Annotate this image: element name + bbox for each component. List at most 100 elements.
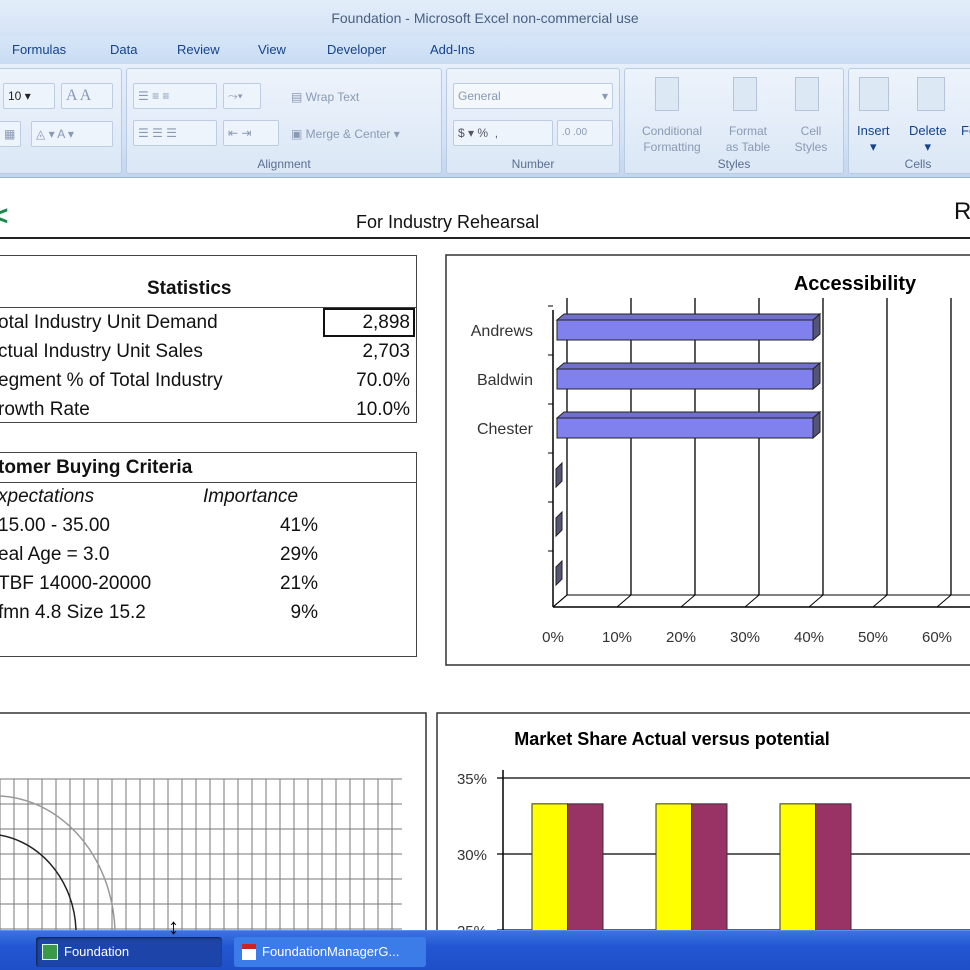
- x-tick-label: 50%: [858, 629, 888, 646]
- cells-group-label: Cells: [904, 157, 932, 171]
- cells-group: Insert▾ Delete▾ Fo Cells: [848, 68, 970, 174]
- criteria-value: 41%: [279, 515, 318, 536]
- market-share-bar: [779, 803, 816, 941]
- bar-chester: [556, 417, 814, 439]
- taskbar: Foundation FoundationManagerG...: [0, 930, 970, 970]
- currency-label: $: [458, 126, 465, 140]
- delete-button[interactable]: Delete ▾: [909, 123, 947, 154]
- stat-value[interactable]: 10.0%: [356, 399, 410, 420]
- bar-zero: [555, 510, 563, 538]
- number-group: General ▾ $ ▾ % , .0 .00 Number: [446, 68, 620, 174]
- bar-top: [555, 313, 822, 321]
- excel-icon: [42, 944, 58, 960]
- cs-line2: Styles: [794, 140, 828, 154]
- font-size-select[interactable]: 10 ▾: [3, 83, 55, 109]
- perceptual-map-frame[interactable]: [0, 712, 427, 970]
- statistics-title: Statistics: [147, 278, 232, 299]
- merge-center-button[interactable]: ▣ Merge & Center ▾: [291, 127, 400, 141]
- cf-line1: Conditional: [641, 124, 703, 138]
- styles-group: Conditional Formatting Format as Table Cel…: [624, 68, 844, 174]
- stat-value[interactable]: 70.0%: [356, 370, 410, 391]
- window-title: Foundation - Microsoft Excel non-commerc…: [331, 10, 639, 26]
- criteria-divider: [0, 482, 416, 483]
- header-rule: [0, 237, 970, 239]
- x-tick-label: 60%: [922, 629, 952, 646]
- criteria-box: [0, 452, 417, 657]
- criteria-label: TBF 14000-20000: [0, 573, 152, 594]
- tab-formulas[interactable]: Formulas: [12, 42, 67, 57]
- number-format-value: General: [458, 89, 501, 103]
- bar-zero: [555, 559, 563, 587]
- gridline-floor: [680, 594, 696, 608]
- insert-cells-icon: [859, 77, 889, 111]
- font-size-value: 10: [8, 89, 22, 103]
- stat-value[interactable]: 2,703: [362, 341, 410, 362]
- criteria-value: 9%: [290, 602, 318, 623]
- decimal-buttons[interactable]: .0 .00: [557, 120, 613, 146]
- category-label: Baldwin: [477, 372, 533, 389]
- market-share-bar: [567, 803, 604, 941]
- stat-value[interactable]: 2,898: [362, 312, 410, 333]
- resize-cursor-icon: ↕: [168, 914, 179, 939]
- market-share-chart-title: Market Share Actual versus potential: [514, 729, 829, 749]
- tab-view[interactable]: View: [258, 42, 286, 57]
- criteria-label: fmn 4.8 Size 15.2: [0, 602, 146, 623]
- tab-review[interactable]: Review: [177, 42, 220, 57]
- x-tick-label: 30%: [730, 629, 760, 646]
- statistics-divider: [0, 307, 416, 308]
- bar-top: [555, 362, 822, 370]
- grow-shrink-font-button[interactable]: A A: [61, 83, 113, 109]
- y-tick-label: 30%: [457, 847, 487, 864]
- taskbar-item-foundation-manager[interactable]: FoundationManagerG...: [234, 937, 426, 967]
- vertical-align-buttons[interactable]: ☰ ≡ ≡: [133, 83, 217, 109]
- title-bar: Foundation - Microsoft Excel non-commerc…: [0, 0, 970, 36]
- market-share-bar: [691, 803, 728, 941]
- horizontal-align-buttons[interactable]: ☰ ☰ ☰: [133, 120, 217, 146]
- percent-label: %: [477, 126, 489, 140]
- selected-cell[interactable]: [323, 308, 415, 337]
- y-tick-label: 35%: [457, 771, 487, 788]
- sheet-corner-letter: R: [954, 198, 970, 225]
- accessibility-chart-title: Accessibility: [794, 273, 917, 295]
- indent-buttons[interactable]: ⇤ ⇥: [223, 120, 279, 146]
- taskbar-item-foundation[interactable]: Foundation: [36, 937, 222, 967]
- bar-side: [812, 410, 821, 440]
- conditional-formatting-icon: [655, 77, 679, 111]
- format-button[interactable]: Fo: [961, 123, 970, 138]
- cs-line1: Cell: [800, 124, 822, 138]
- criteria-label: 15.00 - 35.00: [0, 515, 110, 536]
- stat-label: ctual Industry Unit Sales: [0, 341, 203, 362]
- tab-developer[interactable]: Developer: [327, 42, 387, 57]
- ribbon: 10 ▾ A A ▦ ◬ ▾ A ▾ ☰ ≡ ≡ ⤳▾ ☰ ☰ ☰ ⇤ ⇥ ▤ …: [0, 64, 970, 178]
- pdf-icon: [242, 944, 256, 960]
- borders-button[interactable]: ▦: [0, 121, 21, 147]
- wrap-text-button[interactable]: ▤ Wrap Text: [291, 90, 360, 104]
- number-group-label: Number: [511, 157, 555, 171]
- bar-andrews: [556, 319, 814, 341]
- worksheet[interactable]: < For Industry Rehearsal R Statistics ot…: [0, 178, 970, 930]
- wrap-text-label: Wrap Text: [305, 90, 360, 104]
- criteria-value: 21%: [279, 573, 318, 594]
- insert-button[interactable]: Insert ▾: [857, 123, 890, 154]
- format-as-table-button[interactable]: Format as Table: [715, 123, 781, 155]
- category-label: Chester: [477, 421, 534, 438]
- format-as-table-icon: [733, 77, 757, 111]
- styles-group-label: Styles: [717, 157, 751, 171]
- accounting-percent-comma-buttons[interactable]: $ ▾ % ,: [453, 120, 553, 146]
- tab-add-ins[interactable]: Add-Ins: [430, 42, 475, 57]
- tab-data[interactable]: Data: [110, 42, 138, 57]
- bar-zero: [555, 461, 563, 489]
- cell-styles-button[interactable]: Cell Styles: [781, 123, 841, 155]
- fill-font-color-button[interactable]: ◬ ▾ A ▾: [31, 121, 113, 147]
- criteria-col-importance: Importance: [203, 486, 299, 507]
- number-format-select[interactable]: General ▾: [453, 83, 613, 109]
- accessibility-chart-frame[interactable]: [445, 254, 970, 666]
- ribbon-tabs: Formulas Data Review View Developer Add-…: [0, 36, 970, 64]
- orientation-button[interactable]: ⤳▾: [223, 83, 261, 109]
- gridline-floor: [744, 594, 760, 608]
- criteria-col-expectations: xpectations: [0, 486, 95, 507]
- market-share-chart-frame[interactable]: [436, 712, 970, 970]
- gridline-floor: [936, 594, 952, 608]
- conditional-formatting-button[interactable]: Conditional Formatting: [629, 123, 715, 155]
- criteria-label: eal Age = 3.0: [0, 544, 110, 565]
